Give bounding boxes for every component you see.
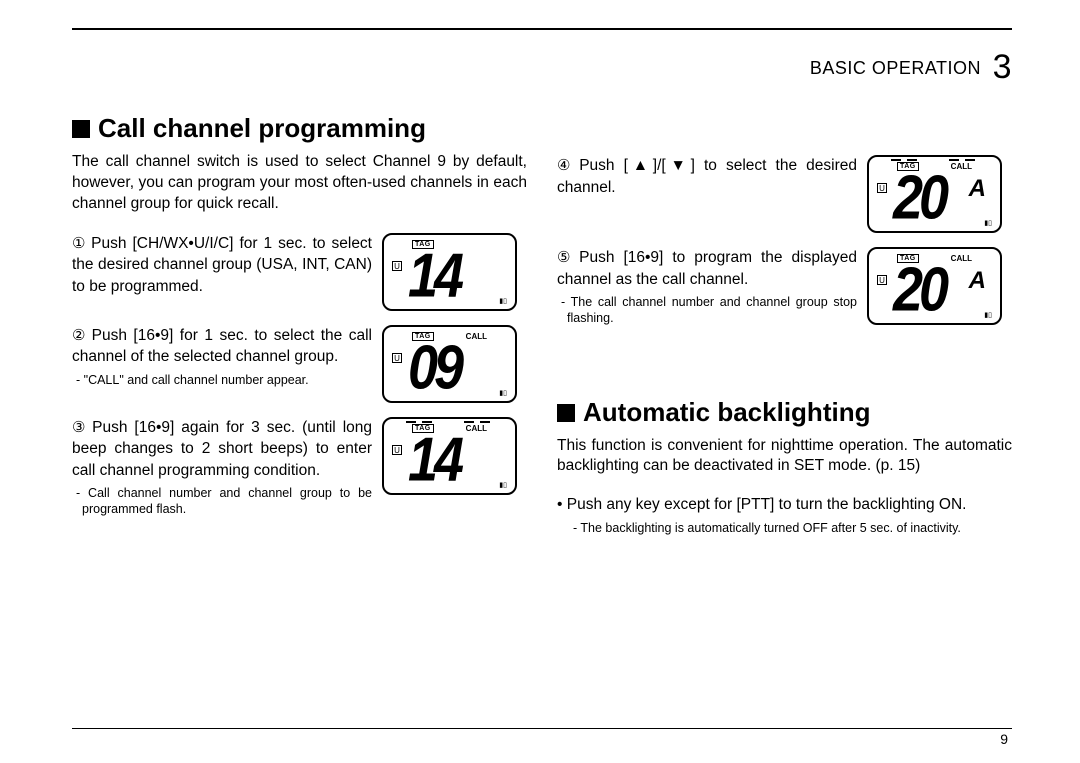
lcd-display-4: TAG CALL U 20 A ▮▯ [867, 155, 1002, 233]
step-4-text: ④Push [▲]/[▼] to select the desired chan… [557, 155, 857, 198]
square-bullet-icon [72, 120, 90, 138]
page-number: 9 [1000, 731, 1008, 747]
step-num-icon: ⑤ [557, 249, 575, 266]
step-num-icon: ④ [557, 157, 575, 174]
step-1: ①Push [CH/WX•U/I/C] for 1 sec. to select… [72, 233, 527, 311]
lcd-u-icon: U [392, 445, 402, 455]
step-2-text: ②Push [16•9] for 1 sec. to select the ca… [72, 325, 372, 388]
step-subnote: - The call channel number and channel gr… [557, 294, 857, 327]
chapter-number: 3 [993, 48, 1012, 86]
lcd-digits: 14 [408, 240, 460, 311]
step-num-icon: ① [72, 235, 87, 252]
step-subnote: - Call channel number and channel group … [72, 485, 372, 518]
intro-paragraph: The call channel switch is used to selec… [72, 152, 527, 215]
step-num-icon: ③ [72, 419, 88, 436]
step-num-icon: ② [72, 327, 88, 344]
step-body: Push [16•9] for 1 sec. to select the cal… [72, 327, 372, 366]
step-2: ②Push [16•9] for 1 sec. to select the ca… [72, 325, 527, 403]
top-rule [72, 28, 1012, 30]
lcd-boot-icon: ▮▯ [499, 297, 507, 305]
lcd-box: TAG U 14 ▮▯ [382, 233, 517, 311]
header-section: BASIC OPERATION [810, 58, 981, 78]
lcd-digits: 14 [408, 424, 460, 495]
backlight-subnote: - The backlighting is automatically turn… [557, 520, 1012, 536]
lcd-display-3: TAG CALL U 14 ▮▯ [382, 417, 517, 495]
lcd-call-icon: CALL [951, 254, 972, 263]
lcd-u-icon: U [877, 275, 887, 285]
lcd-call-icon: CALL [466, 424, 487, 433]
lcd-u-icon: U [877, 183, 887, 193]
step-3: ③Push [16•9] again for 3 sec. (until lon… [72, 417, 527, 518]
lcd-digits: 09 [408, 332, 460, 403]
heading-backlighting: Automatic backlighting [557, 397, 1012, 428]
footer-rule [72, 728, 1012, 729]
left-column: Call channel programming The call channe… [72, 113, 527, 537]
heading-text: Call channel programming [98, 113, 426, 143]
lcd-boot-icon: ▮▯ [499, 481, 507, 489]
heading-text: Automatic backlighting [583, 397, 870, 427]
lcd-box-flashing: TAG CALL U 20 A ▮▯ [867, 155, 1002, 233]
lcd-box-flashing: TAG CALL U 14 ▮▯ [382, 417, 517, 495]
step-4: ④Push [▲]/[▼] to select the desired chan… [557, 155, 1012, 233]
square-bullet-icon [557, 404, 575, 422]
heading-call-channel: Call channel programming [72, 113, 527, 144]
right-column: ④Push [▲]/[▼] to select the desired chan… [557, 113, 1012, 537]
lcd-digits: 20 [893, 162, 945, 233]
lcd-display-2: TAG CALL U 09 ▮▯ [382, 325, 517, 403]
step-5-text: ⑤Push [16•9] to program the displayed ch… [557, 247, 857, 327]
lcd-boot-icon: ▮▯ [984, 311, 992, 319]
lcd-display-1: TAG U 14 ▮▯ [382, 233, 517, 311]
lcd-boot-icon: ▮▯ [984, 219, 992, 227]
lcd-call-icon: CALL [466, 332, 487, 341]
lcd-u-icon: U [392, 261, 402, 271]
step-5: ⑤Push [16•9] to program the displayed ch… [557, 247, 1012, 327]
step-body: Push [CH/WX•U/I/C] for 1 sec. to select … [72, 235, 372, 295]
lcd-call-icon: CALL [951, 162, 972, 171]
lcd-u-icon: U [392, 353, 402, 363]
lcd-box: TAG CALL U 20 A ▮▯ [867, 247, 1002, 325]
step-body: Push [16•9] to program the displayed cha… [557, 249, 857, 288]
page-content: BASIC OPERATION 3 Call channel programmi… [72, 28, 1012, 537]
step-body: Push [▲]/[▼] to select the desired chann… [557, 157, 857, 196]
lcd-suffix: A [969, 267, 986, 295]
step-subnote: - "CALL" and call channel number appear. [72, 372, 372, 388]
lcd-boot-icon: ▮▯ [499, 389, 507, 397]
running-header: BASIC OPERATION 3 [72, 48, 1012, 87]
lcd-display-5: TAG CALL U 20 A ▮▯ [867, 247, 1002, 325]
lcd-box: TAG CALL U 09 ▮▯ [382, 325, 517, 403]
step-3-text: ③Push [16•9] again for 3 sec. (until lon… [72, 417, 372, 518]
backlight-intro: This function is convenient for nighttim… [557, 436, 1012, 478]
step-body: Push [16•9] again for 3 sec. (until long… [72, 419, 372, 479]
lcd-suffix: A [969, 175, 986, 203]
step-1-text: ①Push [CH/WX•U/I/C] for 1 sec. to select… [72, 233, 372, 297]
backlight-bullet: • Push any key except for [PTT] to turn … [557, 495, 1012, 516]
two-column-layout: Call channel programming The call channe… [72, 113, 1012, 537]
lcd-digits: 20 [893, 254, 945, 325]
